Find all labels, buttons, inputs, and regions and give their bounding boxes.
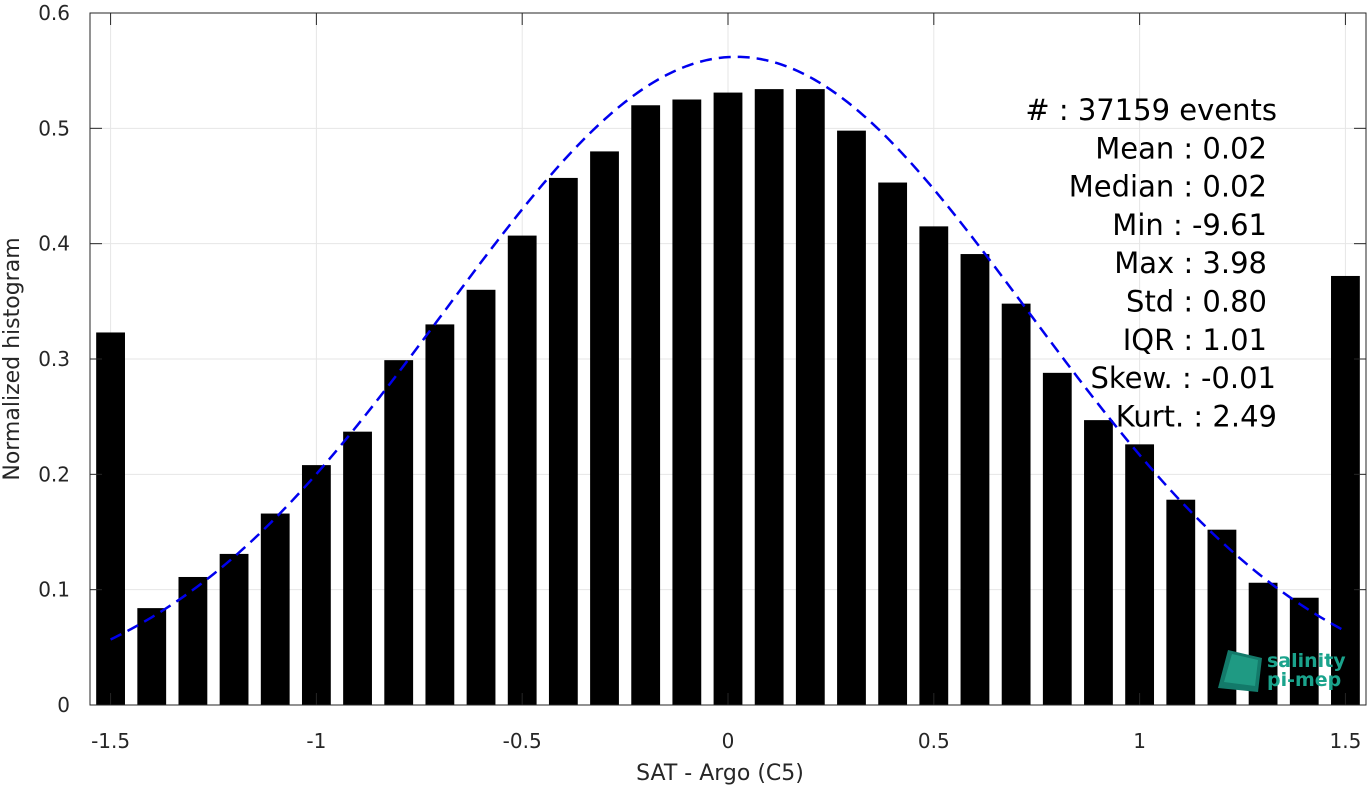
y-tick-label-4: 0.4 (38, 232, 70, 256)
x-tick-label-6: 1.5 (1330, 729, 1362, 753)
y-tick-label-1: 0.1 (38, 578, 70, 602)
histogram-bar-6 (343, 431, 372, 705)
stats-line-6: IQR : 1.01 (1123, 323, 1267, 357)
histogram-bar-13 (631, 105, 661, 706)
histogram-bar-14 (672, 99, 702, 705)
stats-line-5: Std : 0.80 (1126, 285, 1267, 319)
logo-text-line2: pi-mep (1267, 669, 1341, 691)
stats-line-4: Max : 3.98 (1114, 246, 1267, 280)
stats-annotation: # : 37159 events Mean : 0.02 Median : 0.02… (1025, 93, 1277, 433)
histogram-bar-10 (507, 235, 537, 706)
histogram-bar-24 (1084, 420, 1113, 705)
histogram-bar-20 (919, 226, 949, 705)
x-axis-label: SAT - Argo (C5) (636, 761, 804, 786)
y-tick-label-2: 0.2 (38, 462, 70, 486)
histogram-bar-5 (301, 465, 331, 705)
histogram-bars (96, 89, 1360, 706)
histogram-bar-21 (960, 254, 990, 705)
histogram-bar-12 (590, 151, 619, 705)
gaussian-fit-curve (110, 55, 1347, 641)
stats-line-8: Kurt. : 2.49 (1116, 399, 1277, 433)
stats-line-7: Skew. : -0.01 (1090, 361, 1276, 395)
x-tick-label-1: -1 (306, 729, 326, 753)
histogram-bar-18 (837, 130, 866, 705)
y-tick-label-5: 0.5 (38, 116, 70, 140)
x-tick-label-3: 0 (722, 729, 735, 753)
histogram-bar-2 (178, 576, 208, 705)
histogram-bar-11 (548, 177, 578, 706)
histogram-bar-22 (1001, 303, 1031, 705)
x-tick-labels: -1.5 -1 -0.5 0 0.5 1 1.5 (91, 729, 1361, 753)
histogram-bar-17 (795, 89, 825, 706)
stats-line-0: # : 37159 events (1025, 93, 1277, 127)
histogram-bar-1 (137, 608, 167, 705)
x-tick-label-2: -0.5 (503, 729, 542, 753)
histogram-bar-15 (713, 92, 743, 705)
histogram-bar-25 (1125, 444, 1155, 705)
y-tick-label-6: 0.6 (38, 1, 70, 25)
y-tick-label-3: 0.3 (38, 347, 70, 371)
histogram-bar-0 (96, 332, 125, 705)
histogram-bar-16 (754, 89, 784, 706)
histogram-bar-23 (1042, 372, 1072, 705)
y-axis-label: Normalized histogram (0, 237, 25, 480)
x-tick-label-0: -1.5 (91, 729, 130, 753)
x-tick-label-5: 1 (1133, 729, 1146, 753)
salinity-pi-mep-logo: salinity pi-mep (1218, 650, 1346, 692)
histogram-bar-9 (466, 289, 496, 705)
logo-text-line1: salinity (1267, 650, 1346, 672)
stats-line-3: Min : -9.61 (1112, 208, 1267, 242)
histogram-bar-29 (1289, 597, 1319, 705)
stats-line-1: Mean : 0.02 (1095, 131, 1267, 165)
stats-line-2: Median : 0.02 (1069, 170, 1267, 204)
axis-ticks (90, 12, 1366, 706)
histogram-bar-3 (219, 553, 249, 705)
y-tick-labels: 0 0.1 0.2 0.3 0.4 0.5 0.6 (38, 1, 70, 717)
x-tick-label-4: 0.5 (918, 729, 950, 753)
histogram-bar-4 (260, 513, 290, 705)
histogram-bar-8 (425, 324, 455, 705)
histogram-bar-7 (384, 360, 414, 705)
histogram-bar-19 (878, 182, 908, 706)
histogram-bar-26 (1166, 499, 1196, 705)
y-tick-label-0: 0 (57, 693, 70, 717)
histogram-bar-30 (1331, 275, 1360, 705)
